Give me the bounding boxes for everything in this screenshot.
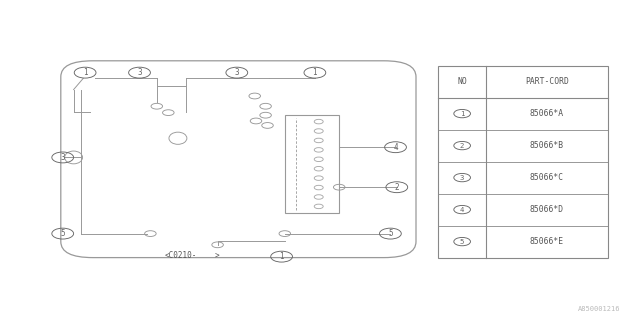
Text: 85066*C: 85066*C	[530, 173, 564, 182]
Text: 85066*D: 85066*D	[530, 205, 564, 214]
Text: 2: 2	[394, 183, 399, 192]
Bar	[438, 66, 608, 258]
Text: 85066*B: 85066*B	[530, 141, 564, 150]
Text: 5: 5	[60, 229, 65, 238]
Text: >: >	[214, 252, 219, 260]
Text: 1: 1	[312, 68, 317, 77]
Text: NO: NO	[457, 77, 467, 86]
Text: 1: 1	[83, 68, 88, 77]
Text: 1: 1	[279, 252, 284, 261]
Text: 3: 3	[137, 68, 142, 77]
Bar	[285, 115, 339, 213]
Text: 85066*E: 85066*E	[530, 237, 564, 246]
Text: <C0210-: <C0210-	[165, 252, 198, 260]
Text: 5: 5	[460, 239, 465, 244]
Text: 3: 3	[460, 175, 465, 180]
Text: 2: 2	[460, 143, 465, 148]
Text: 4: 4	[460, 207, 465, 212]
Text: A850001216: A850001216	[579, 306, 621, 312]
Text: PART-CORD: PART-CORD	[525, 77, 569, 86]
Text: 3: 3	[234, 68, 239, 77]
Text: 1: 1	[460, 111, 465, 116]
Text: 85066*A: 85066*A	[530, 109, 564, 118]
Text: 4: 4	[393, 143, 398, 152]
Text: 5: 5	[388, 229, 393, 238]
Text: 3: 3	[60, 153, 65, 162]
